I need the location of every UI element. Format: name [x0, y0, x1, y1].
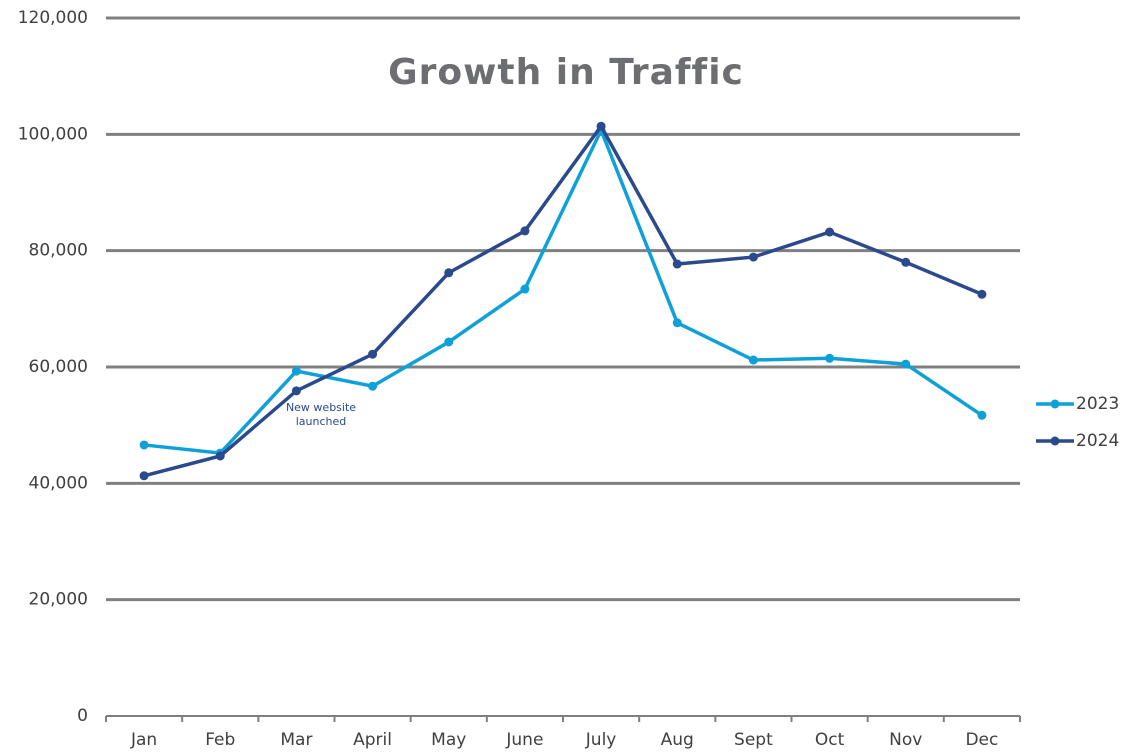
- data-point: [901, 359, 911, 369]
- data-point: [977, 289, 987, 299]
- x-tick-label: Aug: [661, 730, 694, 750]
- x-tick-label: Dec: [965, 730, 998, 750]
- data-point: [291, 366, 301, 376]
- data-point: [596, 121, 606, 131]
- x-tick-label: April: [353, 730, 392, 750]
- data-point: [291, 386, 301, 396]
- x-tick-label: Oct: [815, 730, 845, 750]
- data-point: [672, 259, 682, 269]
- series-line: [143, 122, 983, 478]
- x-tick-label: Feb: [205, 730, 235, 750]
- legend-label: 2023: [1076, 394, 1119, 414]
- data-point: [672, 318, 682, 328]
- x-tick-label: May: [431, 730, 466, 750]
- y-tick-label: 0: [77, 706, 88, 726]
- data-point: [748, 355, 758, 365]
- x-tick-label: Sept: [734, 730, 773, 750]
- x-tick-label: June: [505, 730, 543, 750]
- x-tick-label: Nov: [889, 730, 922, 750]
- y-tick-label: 120,000: [18, 8, 88, 28]
- y-tick-label: 20,000: [29, 590, 88, 610]
- x-tick-label: Mar: [280, 730, 312, 750]
- x-tick-label: Jan: [130, 730, 157, 750]
- data-point: [139, 440, 149, 450]
- y-tick-label: 100,000: [18, 124, 88, 144]
- data-point: [139, 471, 149, 481]
- x-tick-label: July: [585, 730, 617, 750]
- legend-dot: [1050, 399, 1060, 409]
- y-tick-label: 60,000: [29, 357, 88, 377]
- legend-dot: [1050, 436, 1060, 446]
- y-tick-label: 80,000: [29, 241, 88, 261]
- data-point: [368, 381, 378, 391]
- data-point: [825, 353, 835, 363]
- legend-label: 2024: [1076, 431, 1119, 451]
- annotation: New website: [286, 401, 356, 414]
- data-point: [444, 268, 454, 278]
- data-point: [748, 252, 758, 262]
- data-point: [901, 257, 911, 267]
- data-point: [977, 410, 987, 420]
- data-point: [520, 226, 530, 236]
- data-point: [825, 227, 835, 237]
- data-point: [444, 337, 454, 347]
- data-point: [368, 349, 378, 359]
- series-line: [143, 125, 983, 455]
- chart-title: Growth in Traffic: [388, 52, 744, 93]
- data-point: [520, 284, 530, 294]
- annotation: launched: [296, 415, 347, 428]
- y-tick-label: 40,000: [29, 473, 88, 493]
- data-point: [215, 451, 225, 461]
